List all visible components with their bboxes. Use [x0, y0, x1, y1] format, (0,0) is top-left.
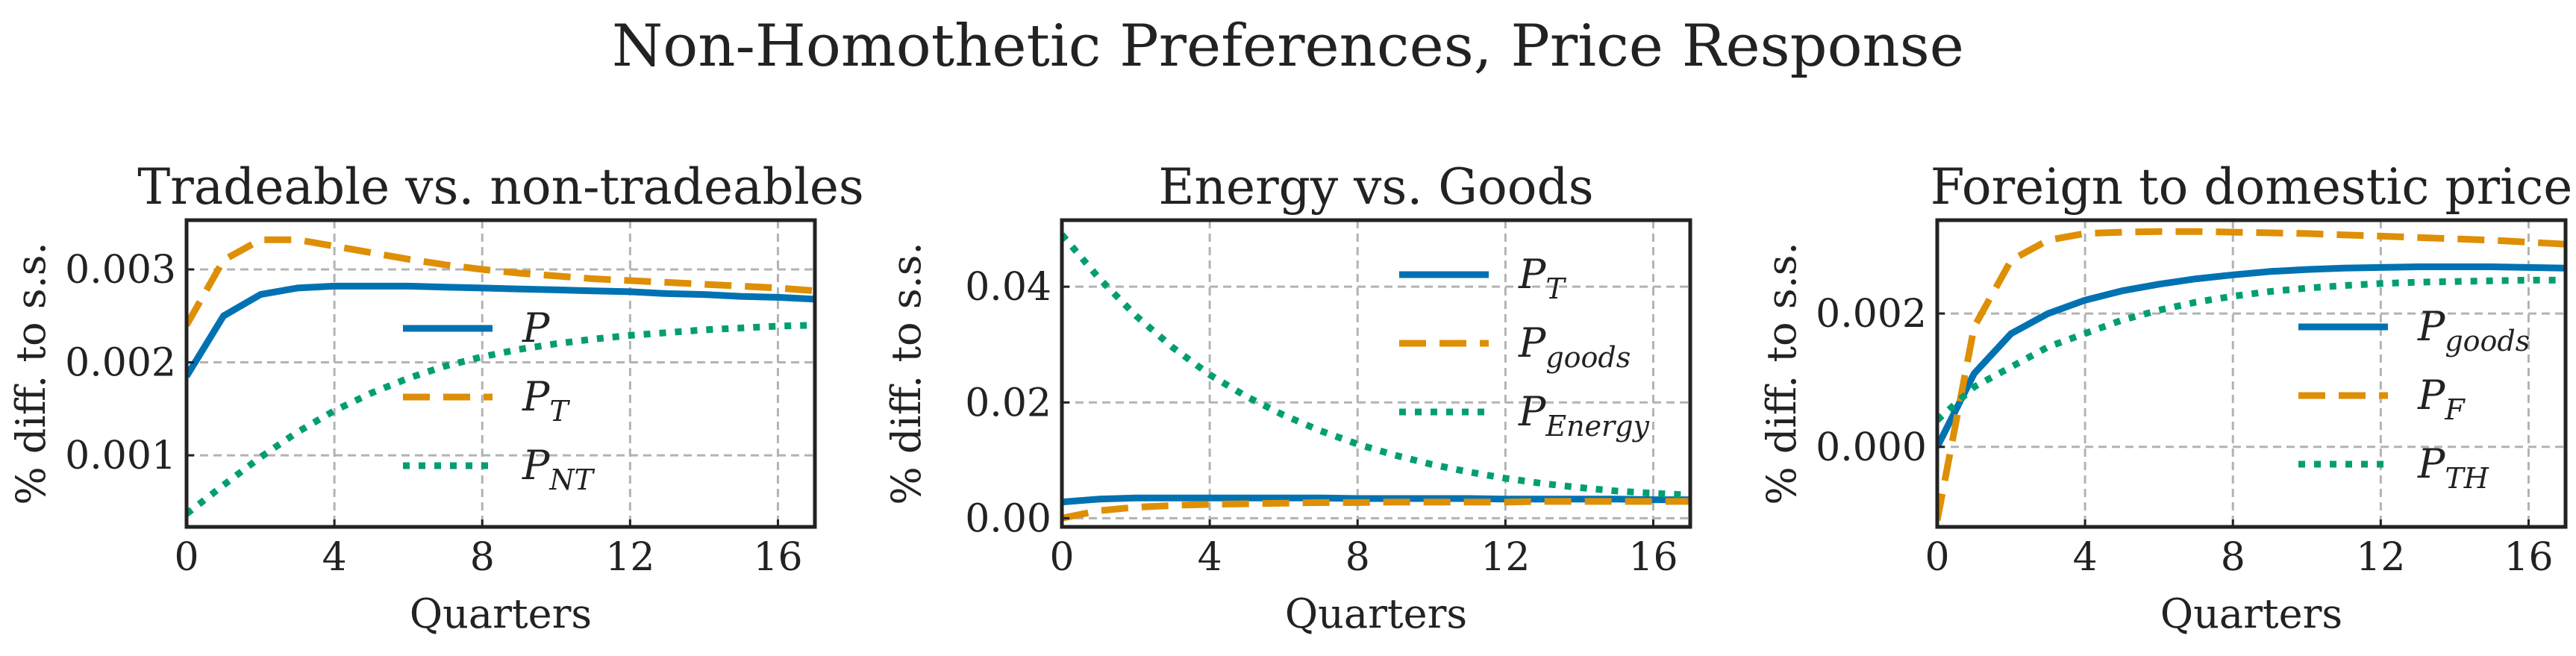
panel-3: Foreign to domestic price 0 4 8 12 16 0.000 0.0… [1758, 158, 2572, 637]
y-tick-label: 0.00 [965, 496, 1051, 541]
legend-label: PT [522, 373, 570, 428]
x-tick-label: 8 [2221, 535, 2245, 580]
legend-label: P [522, 304, 551, 352]
panel-title: Tradeable vs. non-tradeables [137, 158, 864, 216]
y-axis-label: % diff. to s.s. [883, 242, 930, 505]
x-tick-label: 16 [2504, 535, 2553, 580]
y-tick-label: 0.04 [965, 265, 1051, 310]
legend-label: PF [2417, 372, 2466, 426]
y-tick-label: 0.000 [1816, 425, 1927, 470]
series-line-p-energy [1062, 232, 1690, 499]
x-tick-label: 4 [322, 535, 347, 580]
legend-label: PTH [2417, 440, 2489, 495]
x-tick-label: 4 [2073, 535, 2098, 580]
series-line-p-nt [187, 322, 815, 517]
legend-label: Pgoods [1518, 319, 1631, 374]
y-tick-label: 0.002 [1816, 292, 1927, 337]
x-tick-label: 12 [2356, 535, 2405, 580]
panel-title: Foreign to domestic price [1931, 158, 2573, 216]
x-tick-label: 8 [470, 535, 495, 580]
plot-frame [1060, 218, 1692, 529]
plot-frame [1935, 218, 2568, 529]
series-line-p-goods [1062, 498, 1690, 522]
legend-label: PT [1518, 251, 1566, 305]
x-tick-label: 0 [174, 535, 198, 580]
figure-suptitle: Non-Homothetic Preferences, Price Respon… [612, 13, 1964, 80]
x-tick-label: 12 [1481, 535, 1530, 580]
panel-2: Energy vs. Goods 0 4 8 12 16 0.00 0.02 0.04 Quart… [883, 158, 1692, 637]
x-tick-label: 8 [1345, 535, 1370, 580]
y-tick-label: 0.001 [65, 434, 176, 478]
y-tick-label: 0.02 [965, 381, 1051, 425]
panel-title: Energy vs. Goods [1158, 158, 1593, 216]
y-tick-label: 0.003 [65, 248, 176, 293]
plot-frame [184, 218, 817, 529]
x-tick-label: 16 [1628, 535, 1678, 580]
series-line-p-t [187, 236, 815, 327]
legend-label: PNT [522, 442, 595, 496]
x-tick-label: 12 [605, 535, 654, 580]
panel-1: Tradeable vs. non-tradeables 0 4 8 12 16 0.001… [7, 158, 864, 637]
legend-label: PEnergy [1518, 388, 1650, 443]
series-line-p [187, 282, 815, 378]
y-axis-label: % diff. to s.s. [7, 242, 54, 505]
x-axis-label: Quarters [410, 590, 592, 637]
y-tick-label: 0.002 [65, 341, 176, 386]
legend-label: Pgoods [2417, 303, 2530, 357]
x-tick-label: 4 [1198, 535, 1222, 580]
series-line-p-f [1937, 228, 2566, 521]
x-tick-label: 16 [753, 535, 802, 580]
x-tick-label: 0 [1925, 535, 1949, 580]
x-axis-label: Quarters [2160, 590, 2342, 637]
y-axis-label: % diff. to s.s. [1758, 242, 1805, 505]
x-tick-label: 0 [1049, 535, 1074, 580]
x-axis-label: Quarters [1285, 590, 1467, 637]
series-line-p-goods [1937, 263, 2566, 449]
series-line-p-th [1937, 276, 2566, 423]
